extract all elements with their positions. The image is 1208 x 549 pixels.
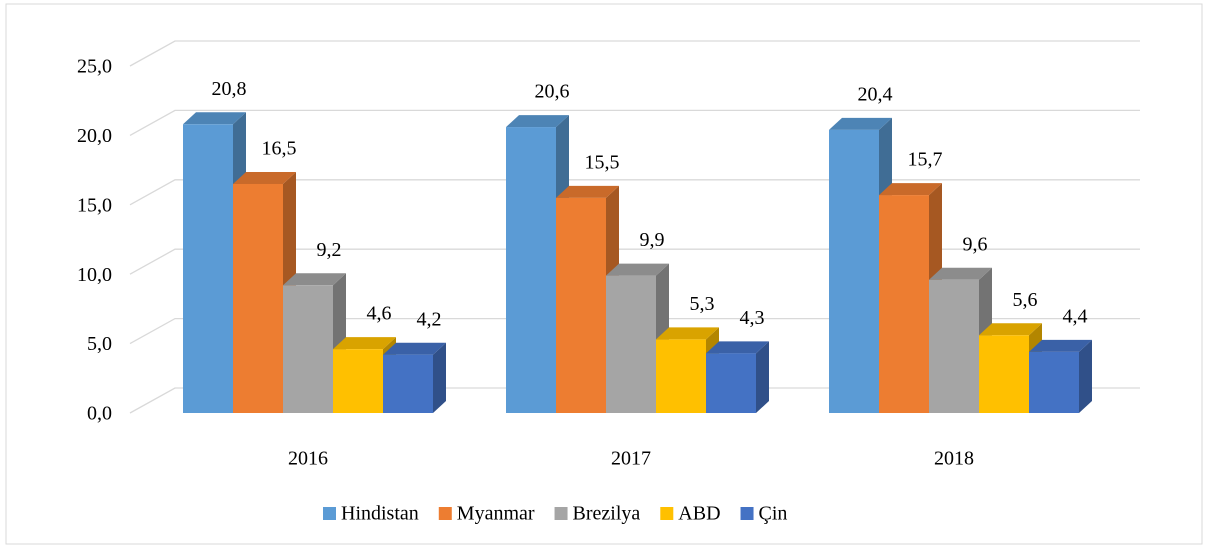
grid-line [129,317,1140,345]
legend-swatch [323,507,336,520]
bar [556,197,606,413]
data-label: 9,2 [317,239,342,261]
legend-label: Brezilya [573,503,641,525]
bar-top [829,117,892,130]
grid-line [129,109,1140,136]
bar-top [333,337,396,350]
data-label: 20,4 [858,83,893,105]
bar [333,349,383,413]
bar-top [183,112,246,125]
data-label: 5,6 [1013,289,1038,311]
data-label: 9,9 [640,229,665,251]
y-tick-label: 5,0 [87,333,112,355]
bar-top [656,327,719,340]
data-label: 20,6 [535,81,570,103]
grid-line [129,40,1140,67]
data-label: 4,4 [1063,306,1088,328]
bar-top [556,185,619,198]
bar [929,279,979,413]
data-label: 20,8 [212,78,247,100]
bar-top [606,263,669,276]
y-tick-label: 10,0 [77,264,112,286]
data-label: 4,6 [367,303,392,325]
grid-line [129,248,1140,275]
bar-side [433,342,446,413]
legend-label: Hindistan [341,503,419,525]
bar [183,124,233,414]
bar-top [283,273,346,286]
data-label: 4,2 [417,308,442,330]
legend-swatch [660,507,674,520]
bar-top [979,323,1042,336]
data-label: 15,7 [908,149,943,171]
bar [506,127,556,414]
bar [606,275,656,413]
bar [879,195,929,413]
legend-swatch [740,507,754,520]
grid-line [129,387,1140,414]
y-tick-label: 15,0 [77,194,112,216]
bar-top [383,342,446,355]
bar-top [929,267,992,280]
legend-label: ABD [678,503,720,525]
bar [283,285,333,413]
x-tick-label: 2016 [288,448,328,470]
bar [383,354,433,413]
grid-line [129,179,1140,206]
bar-side [756,341,769,413]
y-tick-label: 0,0 [87,403,112,425]
bar [1029,351,1079,413]
data-label: 5,3 [690,293,715,315]
bar-side [1079,339,1092,413]
legend-label: Myanmar [457,503,535,525]
bar-top [706,341,769,354]
bar-top [1029,339,1092,352]
y-tick-label: 25,0 [77,56,112,78]
data-label: 15,5 [585,151,620,173]
data-label: 16,5 [262,138,297,160]
bar [706,353,756,413]
legend-swatch [438,507,452,520]
bar-top [506,115,569,128]
legend-swatch [554,507,568,520]
bar [656,339,706,413]
bar-top [879,183,942,196]
bar [233,183,283,413]
bar [979,335,1029,413]
bar [829,129,879,413]
bar-top [233,171,296,184]
x-tick-label: 2017 [611,448,651,470]
x-tick-label: 2018 [934,448,974,470]
data-label: 4,3 [740,307,765,329]
legend-label: Çin [759,503,788,525]
y-tick-label: 20,0 [77,125,112,147]
data-label: 9,6 [963,233,988,255]
